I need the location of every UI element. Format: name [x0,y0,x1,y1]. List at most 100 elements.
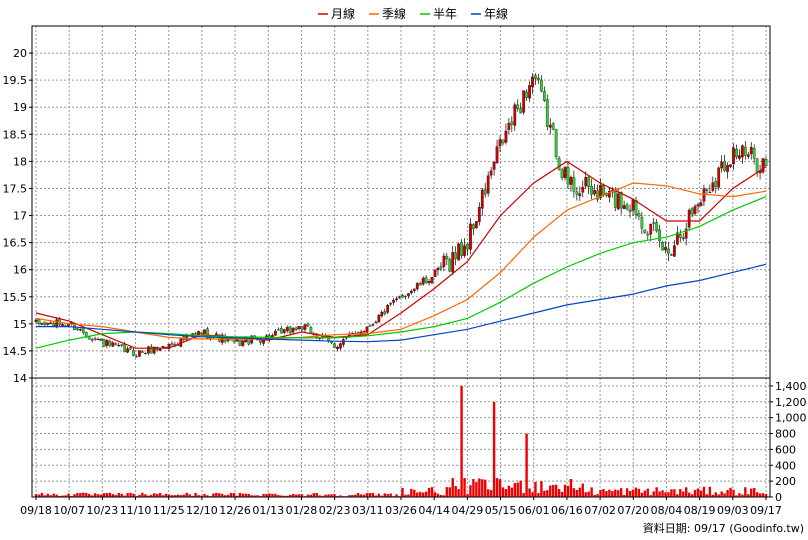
candle-body-4 [43,321,47,326]
candle-body-220 [681,237,685,239]
candle-body-70 [238,339,242,346]
volume-bar-207 [643,490,647,497]
volume-bar-45 [164,493,168,497]
volume-bar-195 [608,489,611,497]
candle-body-124 [398,296,401,298]
volume-bar-246 [758,493,762,497]
volume-bar-79 [265,493,268,497]
candle-body-203 [631,199,635,211]
candle-body-187 [584,177,588,187]
candle-body-195 [608,190,611,198]
candle-body-17 [81,327,85,333]
volume-bar-123 [395,494,398,497]
volume-bar-136 [433,492,437,497]
date-tick-label-9: 01/28 [286,504,318,517]
candle-body-103 [336,347,339,349]
ma-line-2 [35,182,767,340]
volume-bar-193 [602,489,605,497]
volume-bar-107 [348,495,351,497]
candle-body-83 [276,329,280,331]
candle-body-180 [563,167,567,178]
volume-bar-226 [699,490,703,497]
candle-body-84 [279,328,283,334]
candle-body-248 [764,159,768,166]
candle-body-231 [714,181,718,187]
candle-body-138 [439,266,443,269]
candle-body-148 [469,223,472,250]
candle-body-243 [749,147,753,155]
volume-bar-217 [673,489,676,497]
date-tick-label-23: 09/17 [750,504,782,517]
candle-body-39 [146,346,150,354]
date-tick-label-13: 04/14 [418,504,450,517]
candle-body-32 [126,348,129,353]
candle-body-26 [108,341,112,346]
candle-body-87 [288,326,292,333]
legend-label-3: 半年 [433,7,457,21]
volume-bar-179 [560,491,564,497]
candle-body-211 [655,222,658,232]
candle-body-210 [652,222,656,224]
volume-bar-189 [590,487,593,497]
candle-body-173 [542,91,546,101]
volume-bar-104 [339,495,342,497]
volume-tick-label-4: 600 [775,443,796,456]
candle-body-55 [194,333,197,335]
volume-bar-49 [176,494,180,497]
data-date-credit: 資料日期: 09/17 (Goodinfo.tw) [643,521,804,535]
volume-bar-228 [705,494,709,497]
date-tick-label-16: 06/01 [518,504,550,517]
candle-body-191 [596,190,599,200]
volume-bar-73 [247,493,250,497]
candle-body-169 [531,76,534,88]
candle-body-156 [492,162,496,170]
price-axis: 14 14.5 15 15.5 16 16.5 17 17.5 18 18.5 19 19.5 20 [3,47,32,385]
volume-bar-178 [557,488,561,497]
candle-body-197 [613,191,617,208]
volume-bar-26 [108,492,112,497]
date-tick-label-7: 12/26 [219,504,251,517]
candle-body-230 [711,182,715,191]
volume-bar-201 [625,488,629,497]
candle-body-118 [380,312,384,317]
volume-bar-187 [584,492,587,497]
volume-bar-157 [495,478,499,497]
volume-bar-83 [277,495,280,497]
volume-bar-140 [445,487,449,497]
candle-body-208 [646,233,650,236]
volume-bar-148 [469,485,472,497]
volume-bar-116 [374,495,378,497]
volume-bar-111 [359,494,363,497]
volume-bar-44 [161,495,165,497]
volume-bar-130 [416,492,419,497]
candle-body-207 [643,229,647,234]
candle-body-37 [141,351,144,353]
volume-bar-108 [351,495,354,497]
volume-bar-186 [581,483,584,497]
volume-bar-10 [61,495,64,497]
volume-bar-248 [764,493,768,497]
candle-body-161 [507,123,511,130]
volume-bar-18 [85,492,88,497]
price-tick-label-9: 18 [13,155,27,168]
candle-body-115 [371,324,375,326]
volume-bar-42 [155,493,159,497]
candle-body-244 [752,148,756,159]
candle-body-23 [99,339,103,341]
candle-body-184 [575,191,579,195]
volume-bar-41 [153,493,156,497]
volume-bar-40 [150,494,153,497]
volume-bar-96 [315,493,318,497]
candle-body-41 [152,346,156,354]
candle-body-132 [421,277,425,285]
volume-bar-166 [522,492,525,497]
volume-bar-14 [73,494,76,497]
volume-bar-155 [489,490,493,497]
volume-bar-214 [664,492,667,497]
candle-body-228 [705,189,709,191]
price-tick-label-6: 16.5 [3,237,28,250]
candle-body-130 [415,283,419,290]
volume-bar-137 [436,493,440,497]
candle-body-217 [673,245,676,257]
volume-bar-245 [755,492,759,497]
